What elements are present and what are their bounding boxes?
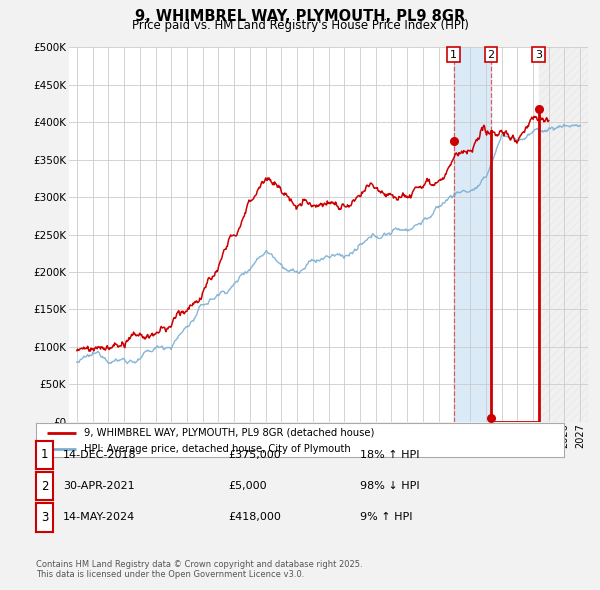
Text: 2: 2 (41, 480, 48, 493)
Text: 9, WHIMBREL WAY, PLYMOUTH, PL9 8GR: 9, WHIMBREL WAY, PLYMOUTH, PL9 8GR (135, 9, 465, 24)
Text: 1: 1 (41, 448, 48, 461)
Text: £418,000: £418,000 (228, 513, 281, 522)
Text: HPI: Average price, detached house, City of Plymouth: HPI: Average price, detached house, City… (83, 444, 350, 454)
Bar (454, 47, 491, 422)
Text: 30-APR-2021: 30-APR-2021 (63, 481, 134, 491)
Text: Contains HM Land Registry data © Crown copyright and database right 2025.
This d: Contains HM Land Registry data © Crown c… (36, 560, 362, 579)
Bar (539, 47, 588, 422)
Text: 98% ↓ HPI: 98% ↓ HPI (360, 481, 419, 491)
Text: 14-DEC-2018: 14-DEC-2018 (63, 450, 137, 460)
Text: £375,000: £375,000 (228, 450, 281, 460)
Text: Price paid vs. HM Land Registry's House Price Index (HPI): Price paid vs. HM Land Registry's House … (131, 19, 469, 32)
Text: £5,000: £5,000 (228, 481, 266, 491)
Text: 1: 1 (450, 50, 457, 60)
Text: 14-MAY-2024: 14-MAY-2024 (63, 513, 135, 522)
Text: 18% ↑ HPI: 18% ↑ HPI (360, 450, 419, 460)
Text: 3: 3 (41, 511, 48, 524)
Text: 3: 3 (535, 50, 542, 60)
Text: 2: 2 (487, 50, 494, 60)
Text: 9, WHIMBREL WAY, PLYMOUTH, PL9 8GR (detached house): 9, WHIMBREL WAY, PLYMOUTH, PL9 8GR (deta… (83, 428, 374, 438)
Text: 9% ↑ HPI: 9% ↑ HPI (360, 513, 413, 522)
